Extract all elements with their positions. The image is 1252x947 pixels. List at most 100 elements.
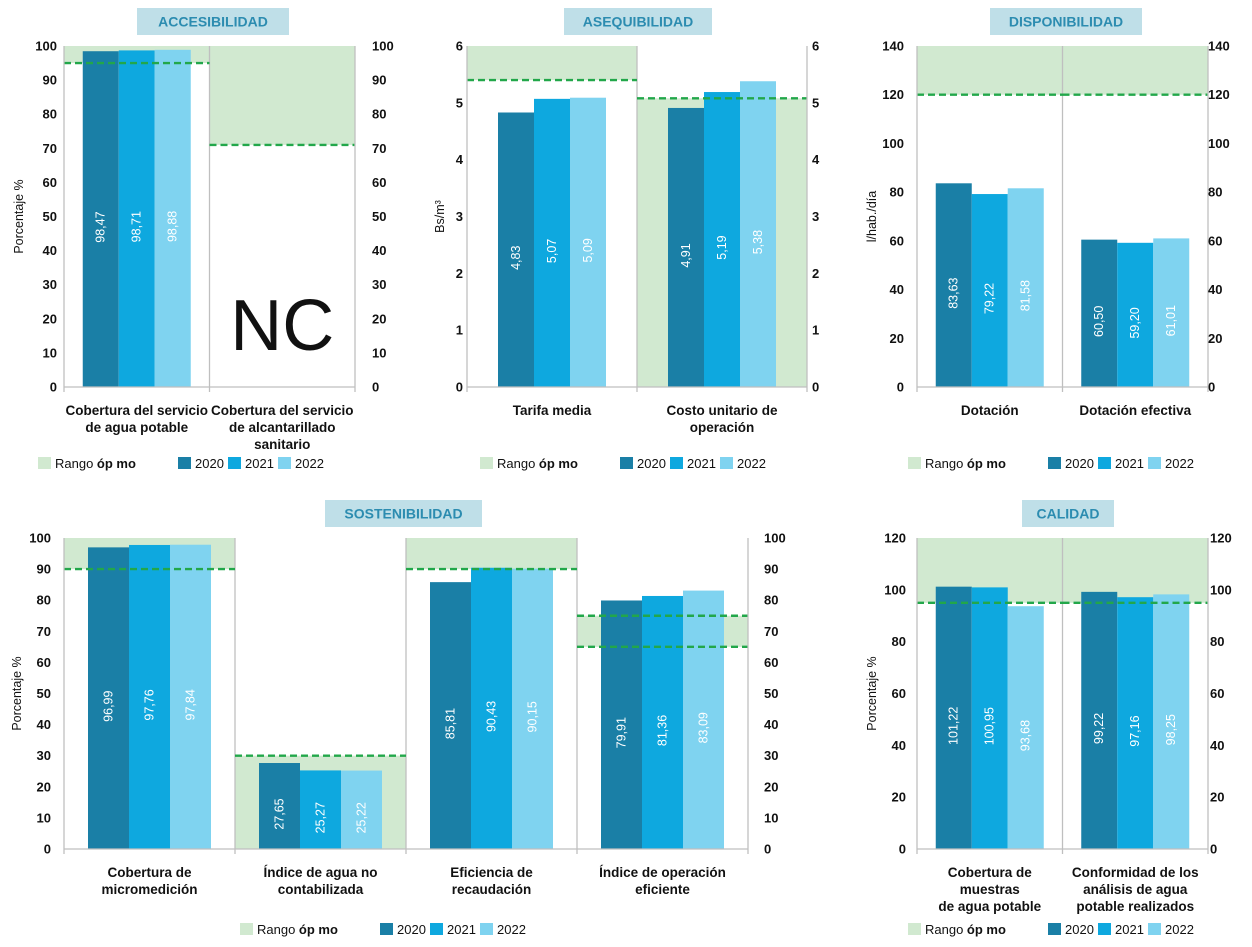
y-tick-label-left: 20 xyxy=(37,779,51,794)
data-label: 83,63 xyxy=(947,277,961,308)
y-tick-label-right: 4 xyxy=(812,152,820,167)
category-label: Dotación xyxy=(961,403,1019,418)
optimal-range-band xyxy=(406,538,577,570)
data-label: 85,81 xyxy=(444,708,458,739)
legend-swatch-2020 xyxy=(380,923,393,935)
bar-2021 xyxy=(971,587,1008,849)
legend-label-2021: 2021 xyxy=(1115,922,1144,937)
category-label: sanitario xyxy=(254,437,310,452)
y-tick-label-right: 5 xyxy=(812,95,819,110)
bar-2021 xyxy=(129,544,170,849)
y-tick-label-left: 60 xyxy=(37,655,51,670)
data-label: 81,58 xyxy=(1019,280,1033,311)
category-label: Dotación efectiva xyxy=(1079,403,1191,418)
data-label: 99,22 xyxy=(1092,713,1106,744)
bar-2020 xyxy=(1081,239,1118,387)
y-tick-label-right: 90 xyxy=(372,73,386,88)
not-available-annotation: NC xyxy=(230,286,334,366)
data-label: 60,50 xyxy=(1092,306,1106,337)
y-tick-label-left: 40 xyxy=(43,243,57,258)
y-tick-label-right: 30 xyxy=(372,277,386,292)
legend-label-range: Rango óp mo xyxy=(497,456,578,471)
category-label: potable realizados xyxy=(1076,899,1194,914)
data-label: 83,09 xyxy=(697,712,711,743)
y-tick-label-right: 70 xyxy=(372,141,386,156)
data-label: 98,47 xyxy=(94,211,108,242)
y-tick-label-right: 50 xyxy=(372,209,386,224)
y-tick-label-left: 60 xyxy=(890,233,904,248)
bar-2020 xyxy=(430,582,471,849)
legend-label-range: Rango óp mo xyxy=(55,456,136,471)
bar-2021 xyxy=(1117,242,1154,387)
data-label: 5,07 xyxy=(545,239,559,263)
legend-swatch-2021 xyxy=(670,457,683,469)
bar-2020 xyxy=(82,51,119,388)
data-label: 5,09 xyxy=(581,238,595,262)
y-tick-label-right: 1 xyxy=(812,323,819,338)
y-tick-label-right: 60 xyxy=(1210,686,1224,701)
y-tick-label-left: 0 xyxy=(456,380,463,395)
legend-label-2020: 2020 xyxy=(1065,456,1094,471)
panel-title: ASEQUIBILIDAD xyxy=(583,14,693,30)
chart-calidad: CALIDAD 101,22 99,22 100,95 97,16 93,68 98,25 0… xyxy=(865,500,1232,937)
legend-label-2021: 2021 xyxy=(687,456,716,471)
y-tick-label-right: 80 xyxy=(372,107,386,122)
legend-label-2022: 2022 xyxy=(1165,456,1194,471)
y-tick-label-left: 80 xyxy=(890,185,904,200)
y-tick-label-left: 2 xyxy=(456,266,463,281)
y-tick-label-right: 10 xyxy=(764,810,778,825)
category-label: de alcantarillado xyxy=(229,420,336,435)
legend-label-range: Rango óp mo xyxy=(925,456,1006,471)
data-label: 97,84 xyxy=(184,689,198,720)
y-tick-label-left: 90 xyxy=(43,73,57,88)
y-tick-label-right: 0 xyxy=(1208,380,1215,395)
bar-2022 xyxy=(1007,188,1044,387)
y-tick-label-right: 80 xyxy=(1210,634,1224,649)
data-label: 61,01 xyxy=(1164,305,1178,336)
y-tick-label-left: 140 xyxy=(882,39,904,54)
data-label: 98,88 xyxy=(166,211,180,242)
y-tick-label-right: 40 xyxy=(372,243,386,258)
legend-range-bold: óp mo xyxy=(299,922,338,937)
category-label: eficiente xyxy=(635,882,690,897)
legend-swatch-2021 xyxy=(430,923,443,935)
y-tick-label-left: 100 xyxy=(882,136,904,151)
bar-2022 xyxy=(1153,594,1190,849)
data-label: 4,91 xyxy=(679,243,693,267)
legend-range-prefix: Rango xyxy=(55,456,97,471)
y-tick-label-right: 120 xyxy=(1208,87,1230,102)
y-tick-label-left: 10 xyxy=(37,810,51,825)
legend: Rango óp mo 2020 2021 2022 xyxy=(240,922,526,937)
bar-2020 xyxy=(601,600,642,849)
data-label: 98,25 xyxy=(1164,714,1178,745)
y-tick-label-left: 100 xyxy=(35,39,57,54)
legend-label-2020: 2020 xyxy=(1065,922,1094,937)
category-label: operación xyxy=(690,420,755,435)
panel-title-box xyxy=(564,8,712,35)
y-tick-label-left: 40 xyxy=(892,738,906,753)
y-tick-label-left: 6 xyxy=(456,39,463,54)
legend-swatch-2021 xyxy=(228,457,241,469)
panel-title-box xyxy=(325,500,482,527)
panel-title-box xyxy=(990,8,1142,35)
legend-label-range: Rango óp mo xyxy=(925,922,1006,937)
category-label: Tarifa media xyxy=(513,403,592,418)
y-tick-label-left: 100 xyxy=(884,582,906,597)
legend-swatch-range xyxy=(240,923,253,935)
panel-title: SOSTENIBILIDAD xyxy=(344,506,462,522)
legend-label-range: Rango óp mo xyxy=(257,922,338,937)
data-label: 25,22 xyxy=(355,802,369,833)
legend-swatch-2022 xyxy=(1148,923,1161,935)
y-tick-label-right: 40 xyxy=(764,717,778,732)
y-tick-label-left: 4 xyxy=(456,152,464,167)
y-tick-label-right: 20 xyxy=(372,311,386,326)
optimal-range-band xyxy=(1062,46,1208,95)
bar-2022 xyxy=(1153,238,1190,387)
category-label: Cobertura de xyxy=(107,865,192,880)
legend-range-bold: óp mo xyxy=(539,456,578,471)
category-label: recaudación xyxy=(452,882,532,897)
bar-2020 xyxy=(935,183,972,387)
data-label: 25,27 xyxy=(314,802,328,833)
y-tick-label-left: 70 xyxy=(43,141,57,156)
